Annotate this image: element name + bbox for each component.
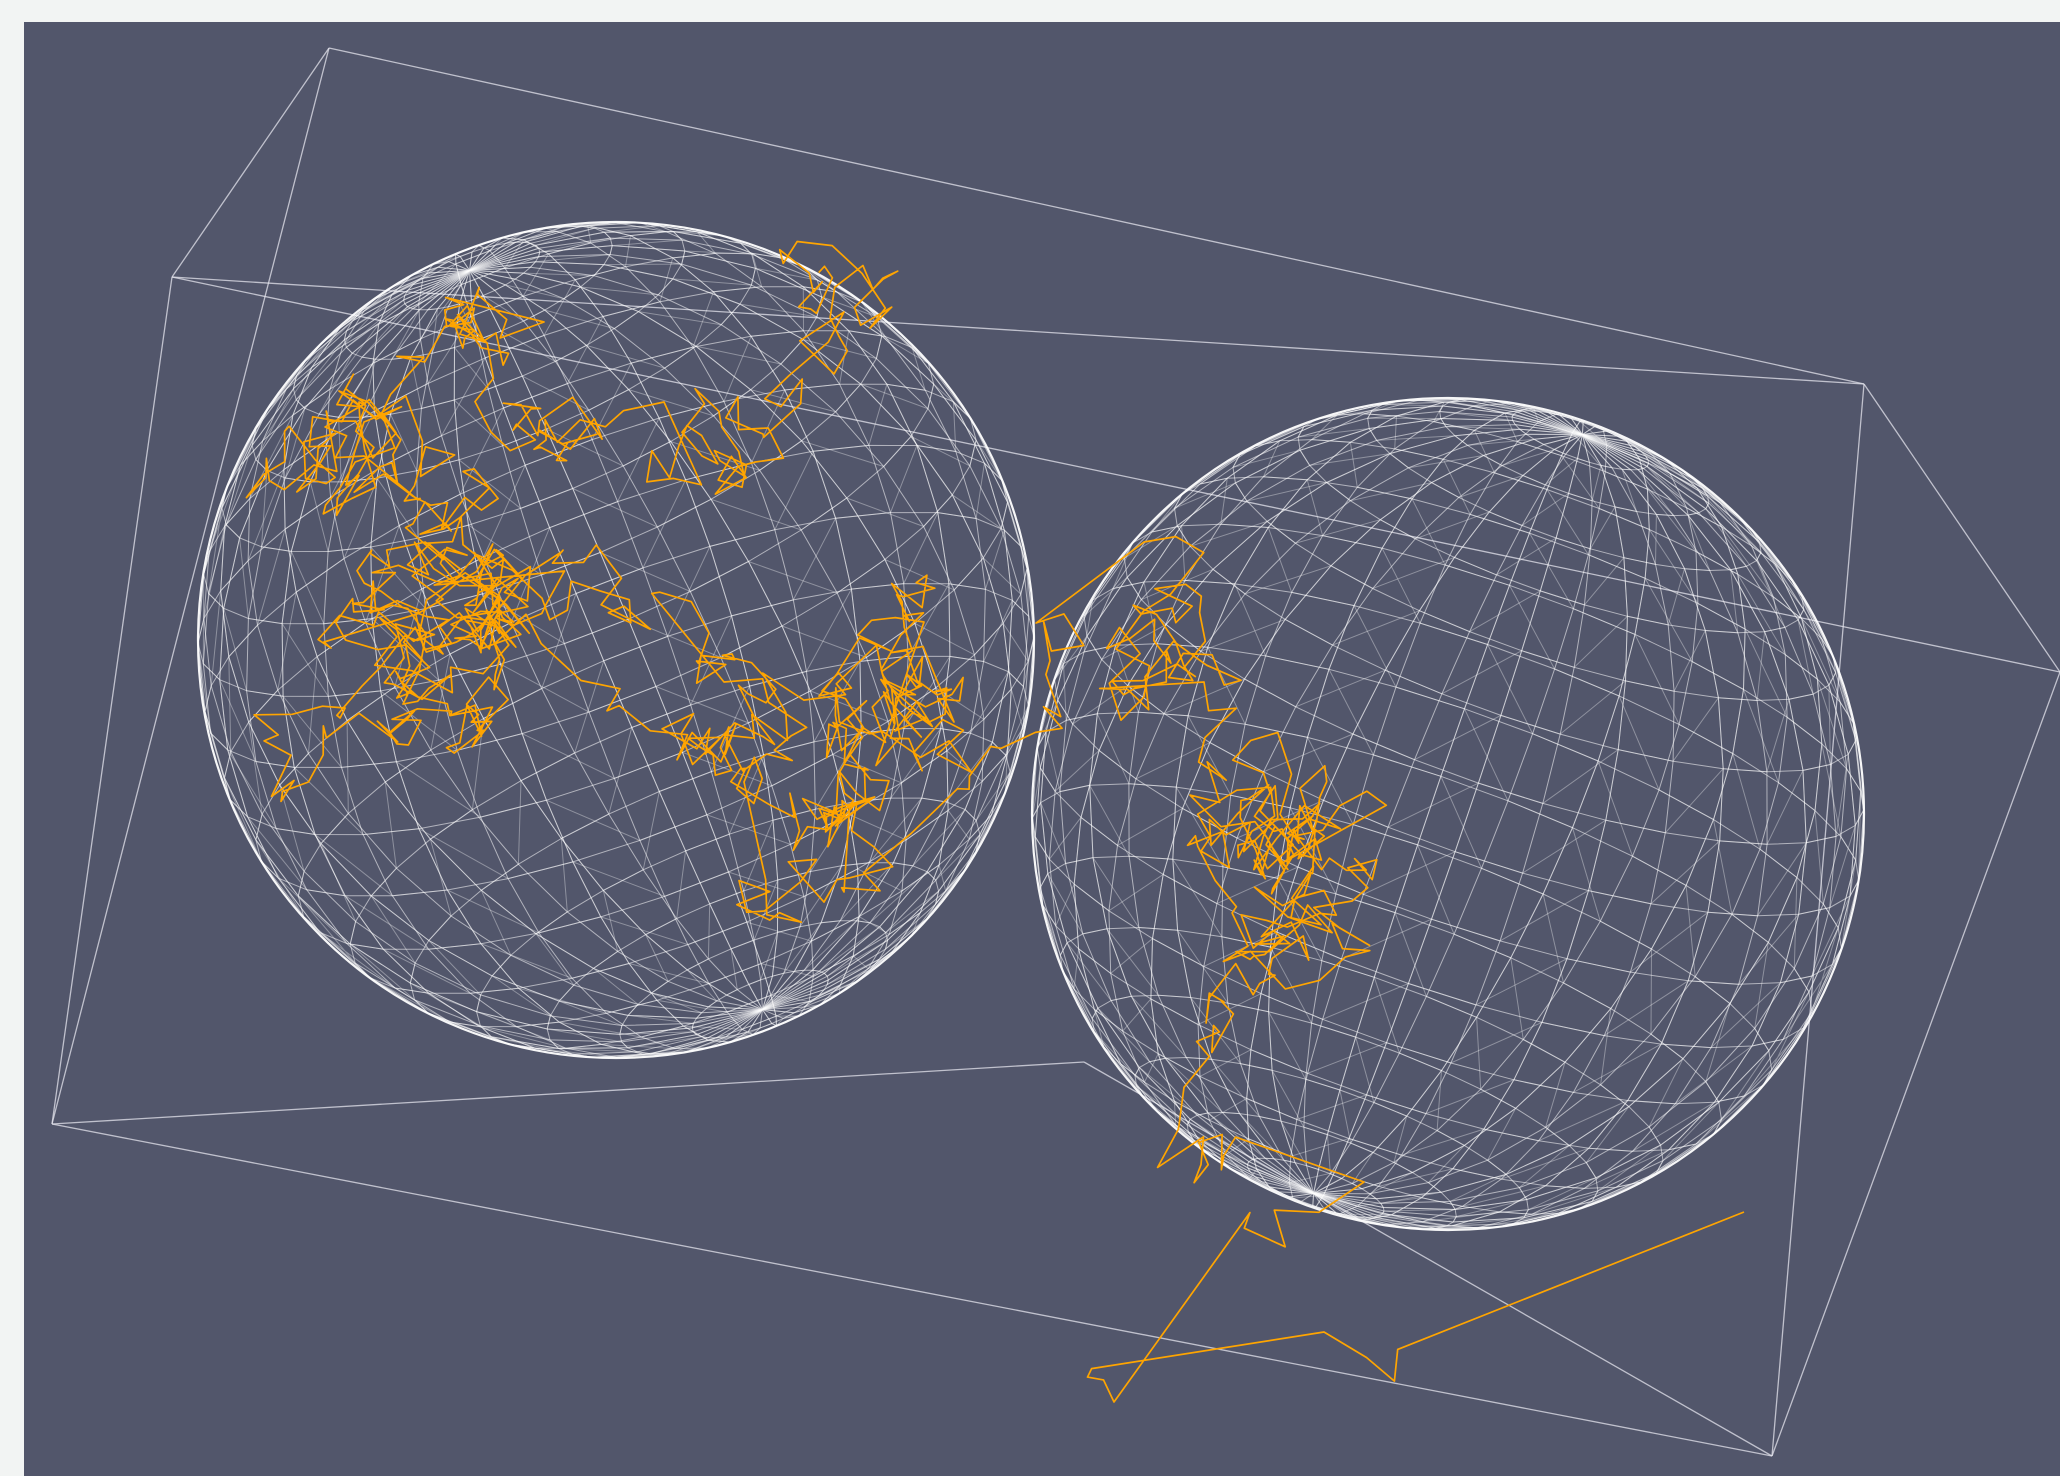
render-viewport[interactable]	[24, 22, 2060, 1476]
bounding-box	[51, 47, 2060, 1457]
wireframe-scene	[51, 47, 2060, 1457]
sphere-1	[196, 220, 1036, 1060]
sphere-2	[1030, 396, 1866, 1232]
random-walk-path	[245, 240, 1745, 1403]
sphere-group	[196, 220, 1866, 1232]
